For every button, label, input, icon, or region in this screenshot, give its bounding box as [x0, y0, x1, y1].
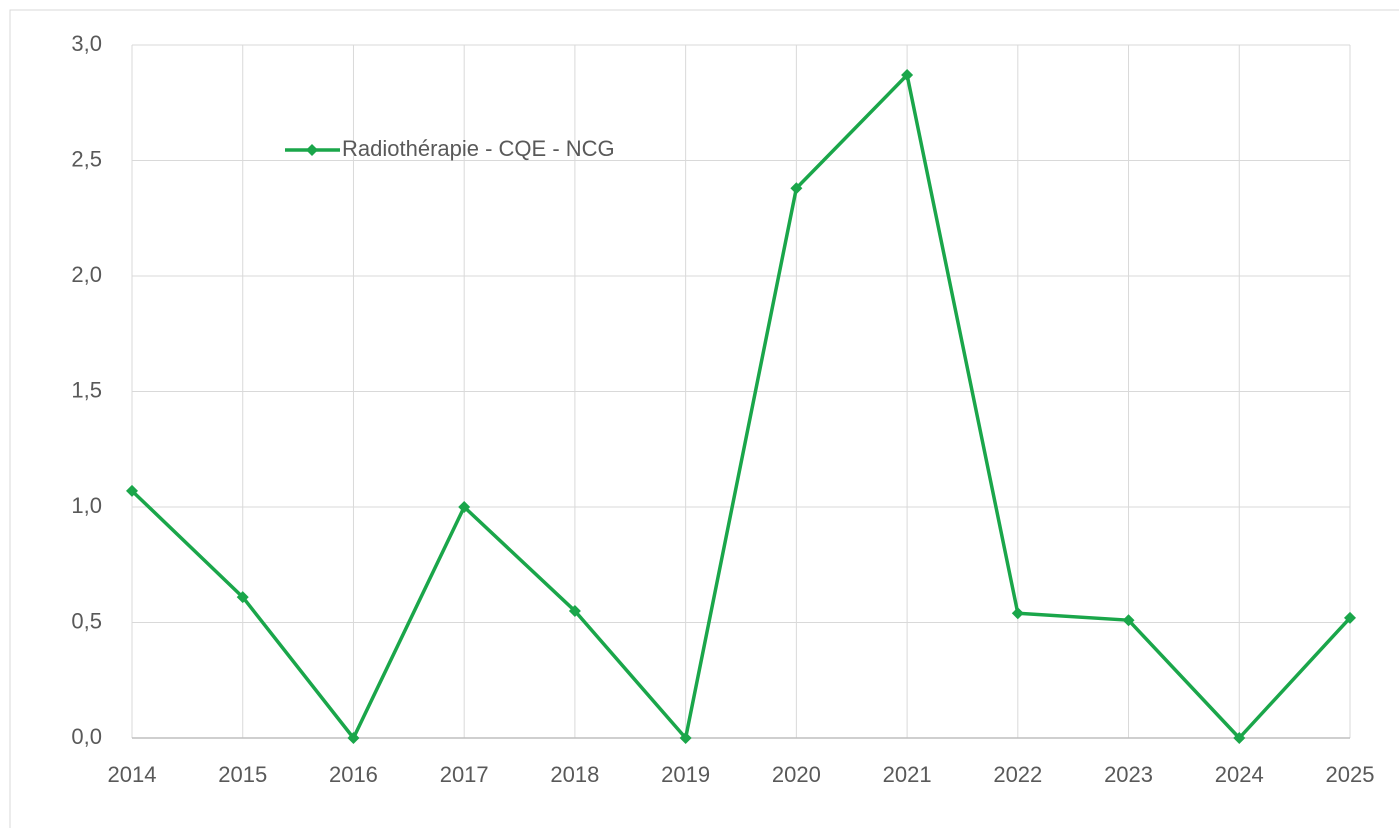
y-tick-label: 3,0: [71, 31, 102, 56]
x-tick-label: 2022: [993, 762, 1042, 787]
x-tick-label: 2016: [329, 762, 378, 787]
data-point: [790, 182, 803, 195]
y-tick-label: 2,0: [71, 262, 102, 287]
x-tick-label: 2020: [772, 762, 821, 787]
data-point: [1122, 614, 1135, 627]
y-tick-label: 2,5: [71, 146, 102, 171]
x-tick-label: 2018: [550, 762, 599, 787]
data-point: [679, 732, 692, 744]
legend-label: Radiothérapie - CQE - NCG: [342, 136, 615, 161]
data-point: [901, 69, 914, 82]
data-point: [126, 484, 138, 497]
x-tick-label: 2024: [1215, 762, 1264, 787]
x-tick-label: 2017: [440, 762, 489, 787]
data-point: [1344, 611, 1356, 624]
y-tick-label: 0,0: [71, 724, 102, 749]
data-point: [1011, 607, 1024, 620]
data-point: [458, 501, 471, 513]
chart-frame: [9, 9, 1399, 828]
data-point: [1233, 732, 1246, 744]
y-tick-label: 1,5: [71, 377, 102, 402]
x-tick-label: 2023: [1104, 762, 1153, 787]
x-tick-label: 2015: [218, 762, 267, 787]
data-point: [347, 732, 360, 744]
x-tick-label: 2019: [661, 762, 710, 787]
y-tick-label: 0,5: [71, 608, 102, 633]
x-tick-label: 2021: [883, 762, 932, 787]
series-line: [130, 73, 1352, 740]
data-point: [236, 591, 249, 604]
data-point: [568, 604, 581, 617]
x-tick-label: 2014: [108, 762, 157, 787]
x-tick-label: 2025: [1326, 762, 1375, 787]
y-tick-label: 1,0: [71, 493, 102, 518]
legend-marker: [306, 144, 318, 156]
